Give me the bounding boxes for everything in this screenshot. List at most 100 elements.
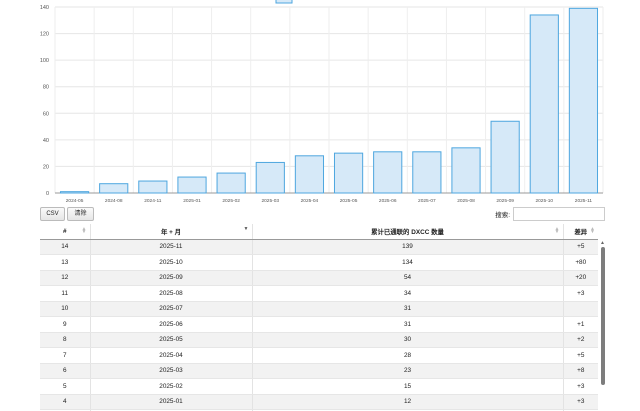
cell-index: 6 [40,363,90,379]
table-row: 6 2025-03 23 +8 [40,363,598,379]
cell-index: 13 [40,254,90,271]
bar [59,191,90,194]
cell-index: 9 [40,316,90,333]
dxcc-table: # ▲ ▼ 年 + 月 ▼ 累计已通联的 DXCC 数量 ▲ ▼ 差异 ▲ ▼ 14 2025-… [40,224,606,411]
column-header-diff[interactable]: 差异 ▲ ▼ [562,224,598,240]
cell-dxcc-count: 30 [251,332,563,348]
cell-index: 14 [40,239,90,255]
cell-dxcc-count: 139 [251,239,563,255]
cell-diff: +5 [562,347,598,364]
sort-icon: ▲ ▼ [554,226,560,235]
x-tick-label: 2025-09 [496,198,514,204]
cell-index: 7 [40,347,90,364]
cell-diff: +3 [562,285,598,302]
x-tick-label: 2025-06 [379,198,397,204]
cell-dxcc-count: 15 [251,378,563,395]
csv-export-button[interactable]: CSV [40,207,65,221]
cell-month: 2025-04 [89,347,252,364]
table-toolbar: CSV 清除 搜索: [40,207,605,222]
table-row: 13 2025-10 134 +80 [40,254,598,271]
bar [568,7,599,194]
y-tick-label: 140 [40,5,49,11]
cell-month: 2025-08 [89,285,252,302]
cell-dxcc-count: 34 [251,285,563,302]
cell-month: 2025-03 [89,363,252,379]
cell-index: 11 [40,285,90,302]
x-tick-label: 2025-10 [535,198,553,204]
cell-month: 2025-02 [89,378,252,395]
sort-icon: ▲ ▼ [590,226,595,235]
cell-index: 8 [40,332,90,348]
y-tick-label: 20 [43,164,49,170]
cell-index: 5 [40,378,90,395]
cell-dxcc-count: 134 [251,254,563,271]
table-row: 12 2025-09 54 +20 [40,270,598,286]
cell-diff: +80 [562,254,598,271]
cell-diff: +8 [562,363,598,379]
bar [138,180,168,194]
x-tick-label: 2025-03 [261,198,279,204]
column-header-dxcc-count[interactable]: 累计已通联的 DXCC 数量 ▲ ▼ [251,224,563,240]
cell-dxcc-count: 28 [251,347,563,364]
bar [451,147,481,194]
cell-month: 2025-09 [89,270,252,286]
table-row: 9 2025-06 31 +1 [40,316,598,333]
cell-index: 3 [40,409,90,411]
cell-diff: +1 [562,316,598,333]
cell-diff: +2 [562,409,598,411]
table-header-row: # ▲ ▼ 年 + 月 ▼ 累计已通联的 DXCC 数量 ▲ ▼ 差异 ▲ ▼ [40,224,598,240]
cell-dxcc-count: 31 [251,301,563,317]
cell-diff: +20 [562,270,598,286]
dxcc-bar-chart: 0 20 40 60 80 100 120 140 2024-05 2024-08 2024-11 2… [40,0,604,204]
table-row: 8 2025-05 30 +2 [40,332,598,348]
cell-dxcc-count: 54 [251,270,563,286]
column-header-index[interactable]: # ▲ ▼ [40,224,90,240]
bar [529,14,559,194]
cell-month: 2025-05 [89,332,252,348]
search-label: 搜索: [495,212,510,219]
legend-swatch [275,0,293,4]
cell-month: 2025-11 [89,239,252,255]
bar [177,176,207,194]
table-row: 32024-119+2 [40,409,598,411]
bar [294,155,325,194]
y-tick-label: 120 [40,32,49,38]
cell-month: 2025-10 [89,254,252,271]
cell-dxcc-count: 12 [251,394,563,410]
table-row: 11 2025-08 34 +3 [40,285,598,302]
x-tick-label: 2024-05 [66,198,84,204]
scroll-up-icon[interactable]: ▲ [600,240,605,246]
cell-index: 4 [40,394,90,410]
x-tick-label: 2025-07 [418,198,436,204]
x-tick-label: 2025-04 [301,198,319,204]
bar [99,183,129,194]
column-header-month[interactable]: 年 + 月 ▼ [89,224,252,240]
clear-button[interactable]: 清除 [67,207,94,221]
y-tick-label: 80 [43,85,49,91]
cell-month: 2025-01 [89,394,252,410]
search-input[interactable] [513,207,605,221]
bar [373,151,403,194]
y-tick-label: 0 [46,191,49,197]
table-row: 7 2025-04 28 +5 [40,347,598,364]
y-tick-label: 60 [43,111,49,117]
cell-diff [562,301,598,317]
x-tick-label: 2025-02 [222,198,240,204]
x-tick-label: 2024-08 [105,198,123,204]
cell-dxcc-count: 31 [251,316,563,333]
cell-diff: +5 [562,239,598,255]
cell-diff: +3 [562,394,598,410]
cell-diff: +2 [562,332,598,348]
cell-index: 12 [40,270,90,286]
sort-icon: ▲ ▼ [81,226,87,235]
cell-month: 2025-07 [89,301,252,317]
cell-dxcc-count: 9 [251,409,563,411]
cell-month: 2025-06 [89,316,252,333]
y-tick-label: 100 [40,58,49,64]
scroll-thumb[interactable] [601,247,605,385]
cell-index: 10 [40,301,90,317]
table-row: 14 2025-11 139 +5 [40,239,598,255]
sort-desc-icon: ▼ [243,226,249,232]
bar [412,151,442,194]
table-scrollbar[interactable]: ▲ [600,240,606,411]
